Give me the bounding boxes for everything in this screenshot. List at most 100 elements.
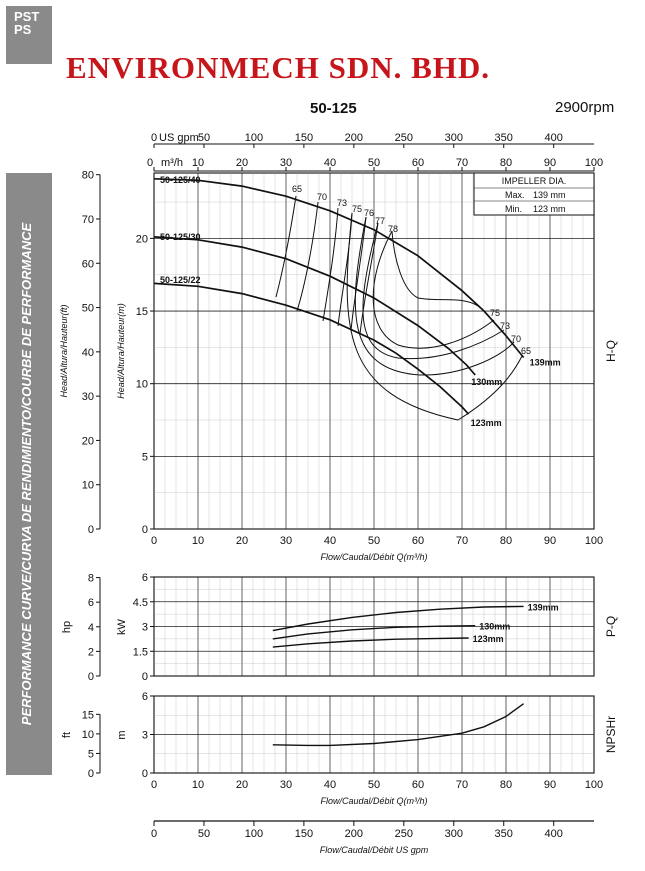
top-gpm-tick: 350 [495, 132, 513, 144]
gpm-scale-tick: 200 [345, 828, 363, 840]
hq-y-label-m: Head/Altura/Hauteur(m) [116, 303, 126, 399]
logo-line-2: PS [14, 22, 32, 37]
hq-outer-tick: 50 [82, 303, 94, 315]
gpm-scale-tick: 400 [545, 828, 563, 840]
hq-y-tick: 10 [136, 379, 148, 391]
top-m3h-tick: 0 [147, 157, 153, 169]
npshr-x-label: Flow/Caudal/Débit Q(m³/h) [320, 796, 427, 806]
efficiency-label: 75 [352, 204, 362, 214]
hq-x-tick: 70 [456, 535, 468, 547]
impeller-min-label: Min. [505, 204, 522, 214]
efficiency-isoline [296, 201, 319, 312]
hq-y-tick: 5 [142, 451, 148, 463]
hq-outer-tick: 70 [82, 214, 94, 226]
npshr-x-tick: 30 [280, 779, 292, 791]
top-gpm-tick: 300 [445, 132, 463, 144]
gpm-scale-tick: 150 [295, 828, 313, 840]
side-band [6, 173, 52, 775]
pump-speed: 2900rpm [555, 99, 615, 116]
pump-model: 50-125 [310, 100, 357, 117]
top-m3h-tick: 90 [544, 157, 556, 169]
efficiency-label: 70 [317, 192, 327, 202]
head-curve-name: 50-125/40 [160, 175, 201, 185]
npshr-x-tick: 90 [544, 779, 556, 791]
hq-outer-tick: 30 [82, 391, 94, 403]
efficiency-isoline [362, 222, 505, 360]
npshr-x-tick: 80 [500, 779, 512, 791]
npshr-outer-tick: 0 [88, 768, 94, 780]
npshr-x-tick: 40 [324, 779, 336, 791]
npshr-x-tick: 50 [368, 779, 380, 791]
power-curve-label: 123mm [473, 634, 504, 644]
pq-outer-tick: 0 [88, 671, 94, 683]
efficiency-label: 70 [511, 334, 521, 344]
hq-x-tick: 30 [280, 535, 292, 547]
npshr-x-tick: 60 [412, 779, 424, 791]
efficiency-isoline [350, 216, 367, 331]
npshr-y-tick: 0 [142, 768, 148, 780]
pq-y-label-kw: kW [116, 618, 128, 635]
npshr-y-label-ft: ft [61, 732, 73, 738]
npshr-outer-tick: 10 [82, 729, 94, 741]
npshr-y-tick: 6 [142, 691, 148, 703]
hq-x-tick: 50 [368, 535, 380, 547]
efficiency-label: 76 [364, 208, 374, 218]
efficiency-label: 78 [388, 224, 398, 234]
pq-y-tick: 0 [142, 671, 148, 683]
efficiency-isoline [372, 230, 495, 349]
top-gpm-tick: 200 [345, 132, 363, 144]
top-gpm-tick: 50 [198, 132, 210, 144]
hq-y-tick: 20 [136, 233, 148, 245]
pq-outer-tick: 2 [88, 646, 94, 658]
top-m3h-tick: 30 [280, 157, 292, 169]
company-logo: PST PS [6, 6, 52, 64]
efficiency-label: 73 [500, 321, 510, 331]
gpm-scale-label: Flow/Caudal/Débit US gpm [320, 845, 429, 855]
power-curve-label: 130mm [479, 622, 510, 632]
efficiency-isoline [359, 222, 379, 335]
impeller-box [473, 172, 595, 216]
gpm-scale-tick: 0 [151, 828, 157, 840]
power-curve-123mm [272, 637, 469, 648]
hq-outer-tick: 10 [82, 480, 94, 492]
top-gpm-tick: 400 [545, 132, 563, 144]
gpm-scale-tick: 50 [198, 828, 210, 840]
npshr-outer-tick: 15 [82, 709, 94, 721]
npshr-x-tick: 70 [456, 779, 468, 791]
pq-y-tick: 6 [142, 572, 148, 584]
efficiency-isoline [391, 230, 479, 307]
hq-outer-tick: 40 [82, 347, 94, 359]
gpm-scale-tick: 300 [445, 828, 463, 840]
power-curve-label: 139mm [528, 602, 559, 612]
head-curve-name: 50-125/30 [160, 232, 201, 242]
head-curve-name: 50-125/22 [160, 275, 201, 285]
hq-x-tick: 40 [324, 535, 336, 547]
head-curve-130mm [153, 236, 476, 376]
gpm-scale-tick: 350 [495, 828, 513, 840]
hq-x-tick: 100 [585, 535, 603, 547]
top-m3h-tick: 40 [324, 157, 336, 169]
hq-x-tick: 60 [412, 535, 424, 547]
pq-y-tick: 4.5 [133, 597, 148, 609]
hq-x-label: Flow/Caudal/Débit Q(m³/h) [320, 552, 427, 562]
pq-right-label: P-Q [604, 616, 618, 637]
efficiency-isoline [354, 216, 515, 376]
npshr-x-tick: 10 [192, 779, 204, 791]
npshr-curve [272, 703, 525, 747]
top-gpm-tick: 0 [151, 132, 157, 144]
npshr-y-label-m: m [116, 730, 128, 739]
impeller-min-value: 123 mm [533, 204, 566, 214]
npshr-x-tick: 0 [151, 779, 157, 791]
hq-outer-tick: 60 [82, 258, 94, 270]
head-curve-139mm [153, 177, 525, 359]
efficiency-label: 77 [375, 216, 385, 226]
hq-x-tick: 90 [544, 535, 556, 547]
hq-x-tick: 20 [236, 535, 248, 547]
top-gpm-tick: 150 [295, 132, 313, 144]
logo-line-1: PST [14, 9, 40, 24]
top-gpm-tick: 250 [395, 132, 413, 144]
pq-outer-tick: 8 [88, 573, 94, 585]
npshr-x-tick: 20 [236, 779, 248, 791]
hq-x-tick: 0 [151, 535, 157, 547]
top-m3h-tick: 50 [368, 157, 380, 169]
